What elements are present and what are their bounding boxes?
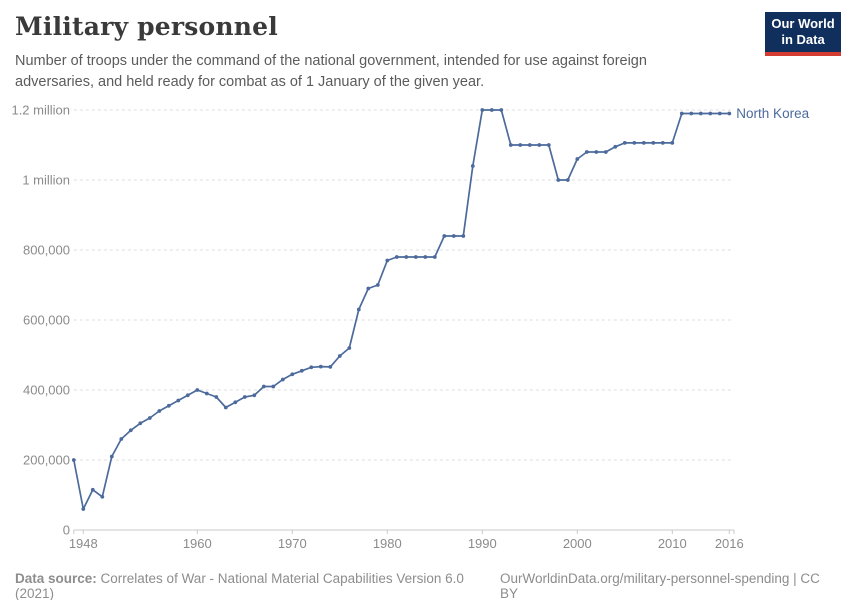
data-point-1986[interactable] (442, 234, 447, 238)
data-point-1953[interactable] (128, 428, 133, 433)
data-point-1949[interactable] (90, 487, 95, 492)
data-point-1963[interactable] (223, 405, 228, 410)
data-point-2013[interactable] (698, 111, 703, 116)
data-point-1972[interactable] (309, 365, 314, 370)
y-tick-label: 800,000 (23, 243, 70, 258)
data-point-1997[interactable] (546, 143, 551, 147)
data-point-2003[interactable] (603, 150, 608, 154)
chart-subtitle: Number of troops under the command of th… (15, 53, 647, 91)
x-tick-label: 2000 (563, 536, 592, 551)
data-point-1991[interactable] (489, 108, 494, 112)
data-point-1959[interactable] (185, 393, 190, 398)
data-point-2001[interactable] (584, 150, 589, 154)
logo-line2: in Data (781, 32, 825, 47)
data-source: Data source: Correlates of War - Nationa… (15, 571, 500, 600)
data-point-1969[interactable] (280, 377, 285, 382)
footer-link[interactable]: OurWorldinData.org/military-personnel-sp… (500, 571, 820, 600)
north-korea-series-line[interactable] (72, 109, 730, 510)
entity-label[interactable]: North Korea (736, 106, 809, 121)
data-point-1958[interactable] (176, 398, 181, 403)
page-title: Military personnel (15, 12, 278, 41)
data-point-1980[interactable] (385, 258, 390, 263)
y-tick-label: 200,000 (23, 453, 70, 468)
y-tick-label: 1.2 million (11, 103, 70, 118)
data-point-2000[interactable] (575, 157, 580, 161)
data-point-1961[interactable] (204, 391, 209, 396)
y-tick-label: 1 million (22, 173, 70, 188)
data-point-1979[interactable] (375, 283, 380, 287)
data-point-1955[interactable] (147, 416, 152, 420)
x-tick-label: 2016 (715, 536, 744, 551)
data-point-1964[interactable] (233, 400, 238, 405)
x-tick-label: 1970 (278, 536, 307, 551)
data-point-2004[interactable] (613, 144, 618, 149)
data-point-1977[interactable] (356, 307, 361, 312)
data-point-1988[interactable] (461, 234, 466, 238)
data-point-1960[interactable] (195, 388, 200, 392)
data-point-2011[interactable] (679, 111, 684, 116)
x-tick-label: 1980 (373, 536, 402, 551)
data-point-1966[interactable] (252, 393, 257, 398)
data-point-1951[interactable] (109, 454, 114, 459)
data-point-1970[interactable] (290, 372, 295, 377)
data-point-1994[interactable] (518, 143, 523, 147)
data-point-2002[interactable] (594, 150, 599, 154)
data-point-1978[interactable] (366, 286, 371, 291)
data-point-1962[interactable] (214, 395, 219, 399)
data-point-1983[interactable] (413, 255, 418, 259)
data-source-label: Data source: (15, 571, 97, 586)
data-point-2008[interactable] (651, 141, 656, 145)
data-point-1957[interactable] (166, 403, 171, 408)
data-point-1952[interactable] (119, 437, 124, 441)
data-point-1993[interactable] (508, 143, 513, 147)
data-point-2005[interactable] (622, 141, 627, 145)
data-point-1974[interactable] (328, 365, 333, 369)
owid-logo[interactable]: Our World in Data (765, 12, 841, 56)
data-point-2014[interactable] (708, 111, 713, 116)
logo-line1: Our World (771, 16, 835, 32)
data-point-1989[interactable] (470, 164, 475, 168)
data-point-1999[interactable] (565, 178, 570, 182)
data-point-1950[interactable] (100, 494, 105, 499)
data-point-1982[interactable] (404, 255, 409, 259)
data-point-1984[interactable] (423, 255, 428, 259)
x-tick-label: 1960 (183, 536, 212, 551)
x-tick-label: 1948 (69, 536, 98, 551)
data-point-1956[interactable] (157, 409, 162, 413)
data-point-1967[interactable] (261, 384, 266, 389)
data-point-2009[interactable] (660, 141, 665, 145)
data-point-2006[interactable] (632, 141, 637, 145)
data-point-2012[interactable] (689, 111, 694, 116)
data-point-2015[interactable] (717, 111, 722, 116)
data-point-1947[interactable] (71, 458, 76, 462)
data-point-1996[interactable] (537, 143, 542, 147)
x-tick-label: 2010 (658, 536, 687, 551)
data-point-1995[interactable] (527, 143, 532, 147)
data-source-value: Correlates of War - National Material Ca… (15, 571, 464, 600)
y-tick-label: 0 (63, 523, 70, 538)
data-point-2010[interactable] (670, 141, 675, 145)
y-tick-label: 400,000 (23, 383, 70, 398)
military-personnel-line-chart: 0 200,000 400,000 600,000 800,000 1 million 1.… (11, 103, 809, 552)
data-point-1990[interactable] (480, 108, 485, 112)
y-tick-label: 600,000 (23, 313, 70, 328)
data-point-1998[interactable] (556, 178, 561, 182)
data-point-1973[interactable] (318, 364, 323, 369)
data-point-1987[interactable] (451, 234, 456, 238)
data-point-1981[interactable] (394, 255, 399, 259)
data-point-2016[interactable] (727, 111, 732, 116)
x-tick-label: 1990 (468, 536, 497, 551)
data-point-1975[interactable] (337, 354, 342, 358)
data-point-1968[interactable] (271, 384, 276, 389)
chart-footer: Data source: Correlates of War - Nationa… (15, 571, 837, 600)
data-point-2007[interactable] (641, 141, 646, 145)
data-point-1954[interactable] (138, 421, 143, 426)
data-point-1965[interactable] (242, 395, 247, 399)
data-point-1985[interactable] (432, 255, 437, 259)
data-point-1976[interactable] (347, 346, 352, 350)
data-point-1992[interactable] (499, 108, 504, 112)
data-point-1971[interactable] (299, 368, 304, 373)
data-point-1948[interactable] (81, 507, 86, 511)
